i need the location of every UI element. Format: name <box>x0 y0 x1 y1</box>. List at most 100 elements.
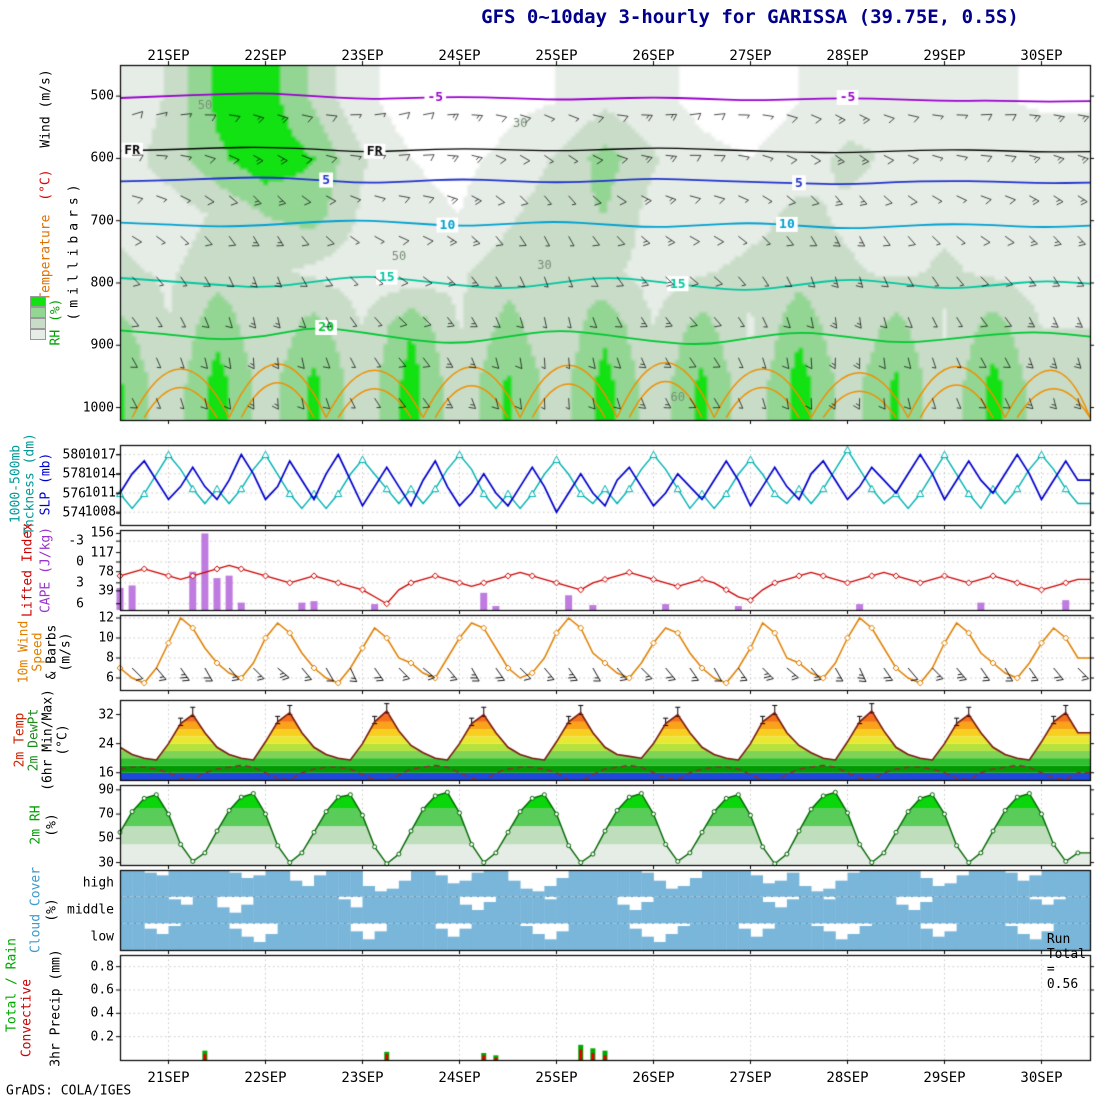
temperature-axis-label: Temperature <box>38 214 54 301</box>
cloud-axis-unit: (%) <box>44 898 60 922</box>
pressure-axis-label: (millibars) <box>66 179 82 321</box>
date-label-bottom: 23SEP <box>341 1070 384 1086</box>
ytick-pressure: 500 <box>90 88 114 104</box>
rh-swatch-cell <box>30 329 46 340</box>
ytick-cape: 117 <box>90 545 114 561</box>
date-label-bottom: 24SEP <box>438 1070 481 1086</box>
panel-upper-air <box>120 65 1090 420</box>
rh-legend-swatch <box>30 296 46 340</box>
date-label-top: 26SEP <box>632 48 675 64</box>
date-label-bottom: 27SEP <box>729 1070 772 1086</box>
ytick-pressure: 1000 <box>82 400 114 416</box>
ytick-rh: 70 <box>98 806 114 822</box>
ytick-temp: 16 <box>98 765 114 781</box>
ytick-wind: 6 <box>106 670 114 686</box>
date-label-top: 23SEP <box>341 48 384 64</box>
page-title: GFS 0~10day 3-hourly for GARISSA (39.75E… <box>481 6 1019 28</box>
date-label-bottom: 22SEP <box>244 1070 287 1086</box>
ytick-temp: 24 <box>98 736 114 752</box>
temp2m-axis-unit: (°C) <box>55 724 71 756</box>
ytick-cape: 78 <box>98 564 114 580</box>
precip-legend-convective: Convective <box>19 978 35 1058</box>
date-label-top: 21SEP <box>147 48 190 64</box>
temp2m-axis-label-2: 2m DewPt <box>26 708 42 772</box>
panel-cloud-cover <box>120 870 1090 950</box>
cloud-axis-label: Cloud Cover <box>28 866 44 954</box>
ytick-precip: 0.2 <box>90 1029 114 1045</box>
ytick-precip: 0.6 <box>90 982 114 998</box>
ytick-precip: 0.8 <box>90 959 114 975</box>
ytick-pressure: 900 <box>90 337 114 353</box>
panel-slp-thickness <box>120 445 1090 525</box>
date-label-bottom: 30SEP <box>1020 1070 1063 1086</box>
ytick-rh: 90 <box>98 782 114 798</box>
ytick-cape: 156 <box>90 525 114 541</box>
ytick-pressure: 600 <box>90 150 114 166</box>
rh2m-axis-unit: (%) <box>44 813 60 837</box>
wind10m-axis-label-3: & Barbs <box>44 624 60 680</box>
cloud-row-label: low <box>90 929 114 945</box>
ytick-lifted-index: 6 <box>76 596 84 612</box>
panel-2m-rh <box>120 785 1090 865</box>
ytick-slp: 1008 <box>84 504 116 520</box>
ytick-rh: 50 <box>98 830 114 846</box>
run-total-text: Run Total = 0.56 <box>1046 932 1086 992</box>
wind-axis-label: Wind (m/s) <box>38 69 54 148</box>
ytick-thickness: 574 <box>62 505 86 521</box>
ytick-pressure: 700 <box>90 213 114 229</box>
panel-cape-li <box>120 530 1090 610</box>
date-label-bottom: 29SEP <box>923 1070 966 1086</box>
temperature-unit-label: (°C) <box>38 169 54 201</box>
ytick-wind: 10 <box>98 630 114 646</box>
temp2m-axis-label-3: (6hr Min/Max) <box>40 689 56 791</box>
panel-precip <box>120 955 1090 1060</box>
upper-air-axis-title: Temperature (°C) Wind (m/s) <box>39 69 54 300</box>
ytick-temp: 32 <box>98 707 114 723</box>
date-label-bottom: 21SEP <box>147 1070 190 1086</box>
cape-axis-label: CAPE (J/kg) <box>38 526 54 614</box>
credit-text: GrADS: COLA/IGES <box>6 1083 132 1099</box>
ytick-slp: 1011 <box>84 485 116 501</box>
thickness-axis-label-2: Thckness (dm) <box>22 433 38 535</box>
date-label-top: 29SEP <box>923 48 966 64</box>
ytick-pressure: 800 <box>90 275 114 291</box>
lifted-index-axis-label: Lifted Index <box>20 523 36 617</box>
ytick-thickness: 576 <box>62 486 86 502</box>
ytick-wind: 8 <box>106 650 114 666</box>
ytick-thickness: 580 <box>62 447 86 463</box>
ytick-wind: 12 <box>98 610 114 626</box>
panel-10m-wind <box>120 615 1090 690</box>
ytick-lifted-index: -3 <box>68 533 84 549</box>
rh-swatch-cell <box>30 296 46 307</box>
temp2m-axis-label-1: 2m Temp <box>12 712 28 768</box>
date-label-top: 25SEP <box>535 48 578 64</box>
date-label-bottom: 28SEP <box>826 1070 869 1086</box>
cloud-row-label: high <box>82 875 114 891</box>
slp-axis-label: SLP (mb) <box>38 452 54 516</box>
date-label-top: 24SEP <box>438 48 481 64</box>
thickness-axis-label-1: 1000-500mb <box>8 444 24 524</box>
rh2m-axis-label: 2m RH <box>28 805 44 845</box>
ytick-slp: 1014 <box>84 466 116 482</box>
date-label-top: 30SEP <box>1020 48 1063 64</box>
panel-2m-temp <box>120 700 1090 780</box>
rh-axis-label: RH (%) <box>48 298 64 346</box>
ytick-lifted-index: 0 <box>76 554 84 570</box>
ytick-cape: 39 <box>98 583 114 599</box>
ytick-slp: 1017 <box>84 447 116 463</box>
date-label-bottom: 26SEP <box>632 1070 675 1086</box>
date-label-top: 22SEP <box>244 48 287 64</box>
precip-axis-label: 3hr Precip (mm) <box>48 949 64 1067</box>
wind10m-axis-unit: (m/s) <box>58 632 74 672</box>
ytick-thickness: 578 <box>62 466 86 482</box>
date-label-top: 27SEP <box>729 48 772 64</box>
wind10m-axis-label-1: 10m Wind <box>16 620 32 684</box>
ytick-rh: 30 <box>98 855 114 871</box>
precip-legend-total: Total / Rain <box>4 938 20 1032</box>
cloud-row-label: middle <box>67 902 114 918</box>
rh-swatch-cell <box>30 307 46 318</box>
ytick-precip: 0.4 <box>90 1005 114 1021</box>
ytick-lifted-index: 3 <box>76 575 84 591</box>
